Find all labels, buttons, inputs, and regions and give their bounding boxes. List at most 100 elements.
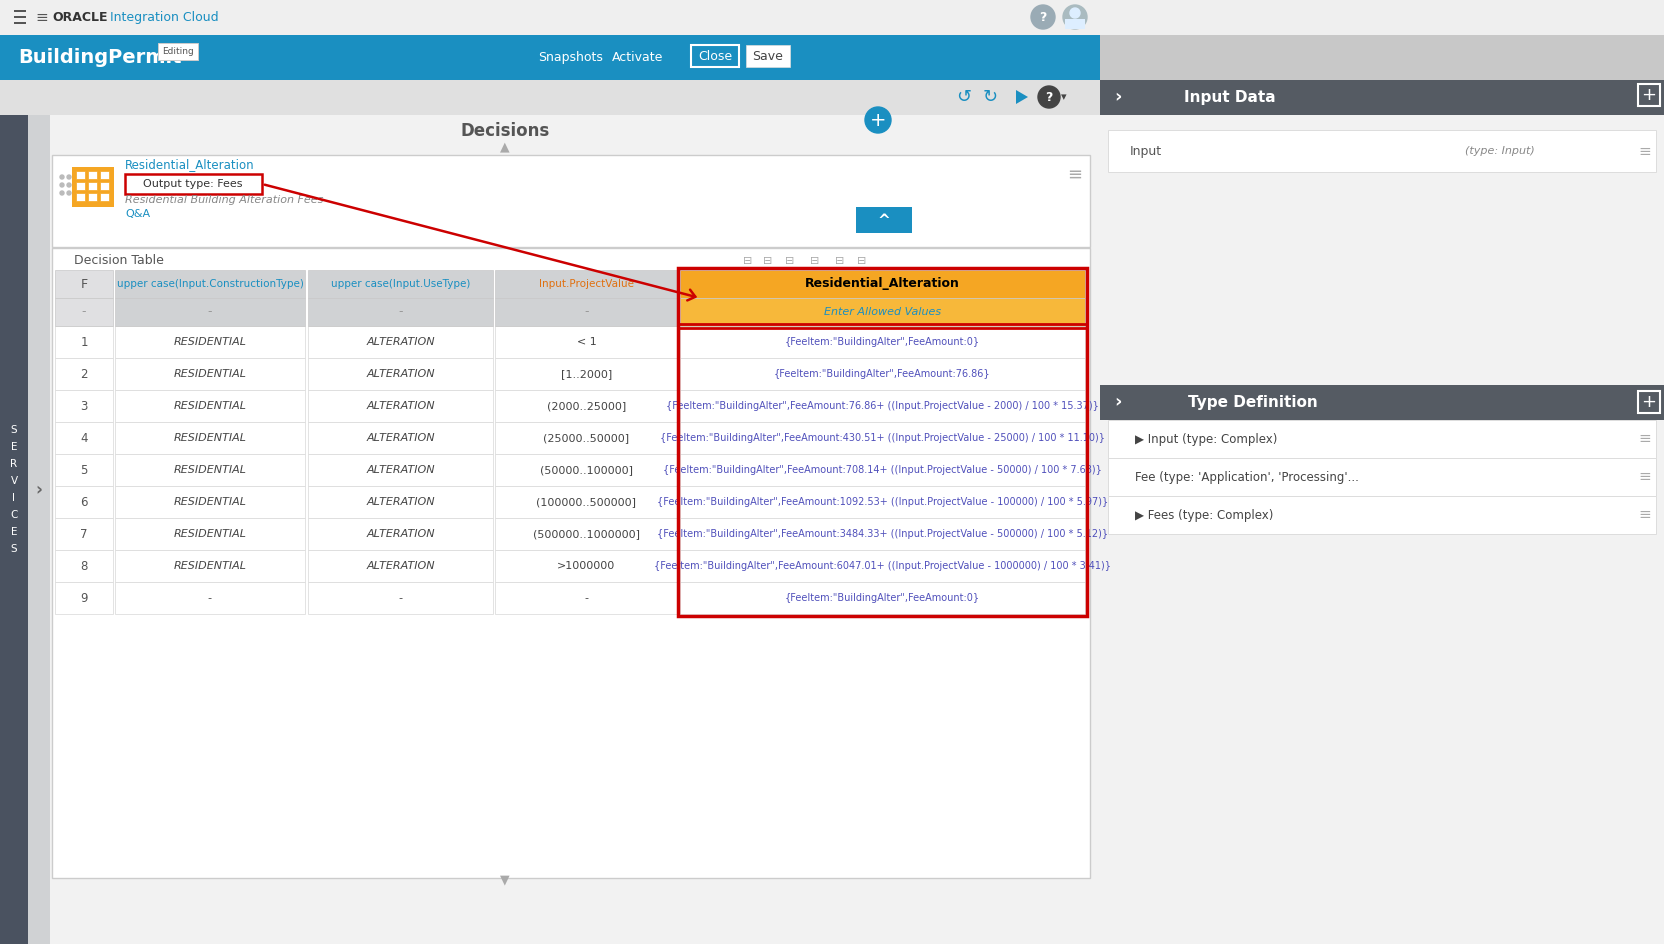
Bar [115,298,305,326]
Bar [0,115,1100,944]
Bar [308,582,493,614]
Bar [494,422,677,454]
Bar [77,171,85,179]
Text: ↻: ↻ [982,88,997,106]
Bar [679,454,1085,486]
Text: Type Definition: Type Definition [1188,395,1318,410]
Text: 9: 9 [80,592,88,604]
Bar [55,518,113,550]
Text: Editing: Editing [161,46,193,56]
Text: ↺: ↺ [955,88,972,106]
Text: {FeeItem:"BuildingAlter",FeeAmount:6047.01+ ((Input.ProjectValue - 1000000) / 10: {FeeItem:"BuildingAlter",FeeAmount:6047.… [654,561,1110,571]
Bar [0,80,1100,115]
Text: upper case(Input.UseType): upper case(Input.UseType) [331,279,469,289]
Bar [115,390,305,422]
Text: Decision Table: Decision Table [73,255,163,267]
Bar [1100,385,1664,420]
Bar [679,486,1085,518]
Text: ⊟: ⊟ [785,256,794,266]
Bar [494,454,677,486]
Text: {FeeItem:"BuildingAlter",FeeAmount:1092.53+ ((Input.ProjectValue - 100000) / 100: {FeeItem:"BuildingAlter",FeeAmount:1092.… [657,497,1108,507]
Text: {FeeItem:"BuildingAlter",FeeAmount:76.86}: {FeeItem:"BuildingAlter",FeeAmount:76.86… [774,369,990,379]
Text: -: - [208,306,211,318]
Text: ≡: ≡ [1637,469,1651,484]
Bar [13,16,27,18]
Text: E: E [10,442,17,452]
Polygon shape [1015,90,1027,104]
Text: S: S [10,544,17,554]
Bar [88,193,97,201]
Circle shape [67,175,72,179]
Bar [1637,391,1659,413]
Bar [745,45,789,67]
Text: Q&A: Q&A [125,209,150,219]
Text: ⊟: ⊟ [835,256,844,266]
Bar [1100,35,1664,80]
Bar [1100,115,1664,944]
Bar [55,550,113,582]
Bar [1637,84,1659,106]
Text: R: R [10,459,18,469]
Bar [125,174,261,194]
Text: ▼: ▼ [499,873,509,886]
Text: RESIDENTIAL: RESIDENTIAL [173,529,246,539]
Bar [13,10,27,12]
Bar [0,0,1664,35]
Text: (25000..50000]: (25000..50000] [542,433,629,443]
Text: Save: Save [752,49,784,62]
Text: -: - [584,593,587,603]
Text: ›: › [1113,88,1122,106]
Text: ▶ Input (type: Complex): ▶ Input (type: Complex) [1135,432,1276,446]
Text: Snapshots: Snapshots [537,50,602,63]
Text: ≡: ≡ [35,9,48,25]
Bar [494,358,677,390]
Bar [100,182,108,190]
Bar [88,171,97,179]
Text: 6: 6 [80,496,88,509]
Text: ALTERATION: ALTERATION [366,433,434,443]
Text: ≡: ≡ [1637,508,1651,522]
Bar [494,298,677,326]
Bar [50,115,1095,944]
Text: (500000..1000000]: (500000..1000000] [532,529,639,539]
Bar [308,422,493,454]
Text: RESIDENTIAL: RESIDENTIAL [173,401,246,411]
Text: {FeeItem:"BuildingAlter",FeeAmount:3484.33+ ((Input.ProjectValue - 500000) / 100: {FeeItem:"BuildingAlter",FeeAmount:3484.… [657,529,1108,539]
Text: ^: ^ [877,212,890,228]
Bar [855,207,912,233]
Text: RESIDENTIAL: RESIDENTIAL [173,497,246,507]
Text: Residential_Alteration: Residential_Alteration [805,278,960,291]
Bar [115,358,305,390]
Bar [677,324,1087,616]
Text: [1..2000]: [1..2000] [561,369,612,379]
Bar [679,422,1085,454]
Text: -: - [82,306,87,318]
Bar [1100,80,1664,115]
Bar [679,518,1085,550]
Circle shape [60,183,63,187]
Bar [494,390,677,422]
Text: 2: 2 [80,367,88,380]
Text: 4: 4 [80,431,88,445]
Text: (2000..25000]: (2000..25000] [546,401,626,411]
Bar [55,454,113,486]
Bar [308,454,493,486]
Bar [494,582,677,614]
Text: Output type: Fees: Output type: Fees [143,179,243,189]
Text: ⊟: ⊟ [810,256,819,266]
Bar [28,115,50,944]
Text: {FeeItem:"BuildingAlter",FeeAmount:430.51+ ((Input.ProjectValue - 25000) / 100 *: {FeeItem:"BuildingAlter",FeeAmount:430.5… [659,433,1105,443]
Text: RESIDENTIAL: RESIDENTIAL [173,561,246,571]
Bar [679,550,1085,582]
Text: ≡: ≡ [1067,166,1082,184]
Bar [679,582,1085,614]
Text: Decisions: Decisions [461,122,549,140]
Text: ALTERATION: ALTERATION [366,497,434,507]
Bar [115,454,305,486]
Text: upper case(Input.ConstructionType): upper case(Input.ConstructionType) [116,279,303,289]
Bar [691,45,739,67]
Circle shape [67,191,72,195]
Bar [100,193,108,201]
Bar [308,270,493,298]
Bar [55,298,113,326]
